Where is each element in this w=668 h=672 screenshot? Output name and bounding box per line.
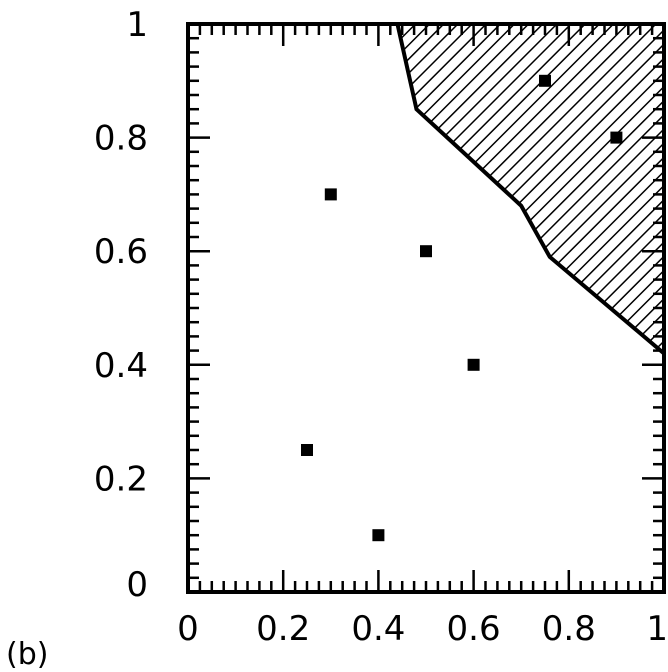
panel-label: (b) xyxy=(6,637,48,672)
data-point xyxy=(420,245,432,258)
data-point xyxy=(301,444,313,456)
y-tick-label: 0.4 xyxy=(94,346,148,386)
x-tick-label: 0 xyxy=(177,609,199,649)
data-point xyxy=(372,529,385,542)
x-tick-label: 0.6 xyxy=(447,609,501,649)
data-point xyxy=(324,188,337,201)
hatched-region-fill xyxy=(397,24,664,354)
y-tick-label: 0.6 xyxy=(94,232,148,272)
x-tick-label: 0.4 xyxy=(351,609,405,649)
data-point xyxy=(467,358,480,371)
data-points xyxy=(301,74,623,542)
x-tick-label: 0.8 xyxy=(542,609,596,649)
tick-labels: 0 0.2 0.4 0.6 0.8 1 0 0.2 0.4 0.6 0.8 1 xyxy=(94,5,668,649)
region-boundary-line xyxy=(395,24,664,355)
hatched-region xyxy=(395,24,664,355)
y-tick-label: 1 xyxy=(126,5,148,45)
axis-ticks xyxy=(186,22,666,594)
x-tick-label: 0.2 xyxy=(256,609,310,649)
y-tick-label: 0.8 xyxy=(94,119,148,159)
data-point xyxy=(610,131,623,144)
x-tick-label: 1 xyxy=(646,609,668,649)
y-tick-label: 0 xyxy=(126,565,148,605)
y-tick-label: 0.2 xyxy=(94,459,148,499)
data-point xyxy=(539,74,551,87)
